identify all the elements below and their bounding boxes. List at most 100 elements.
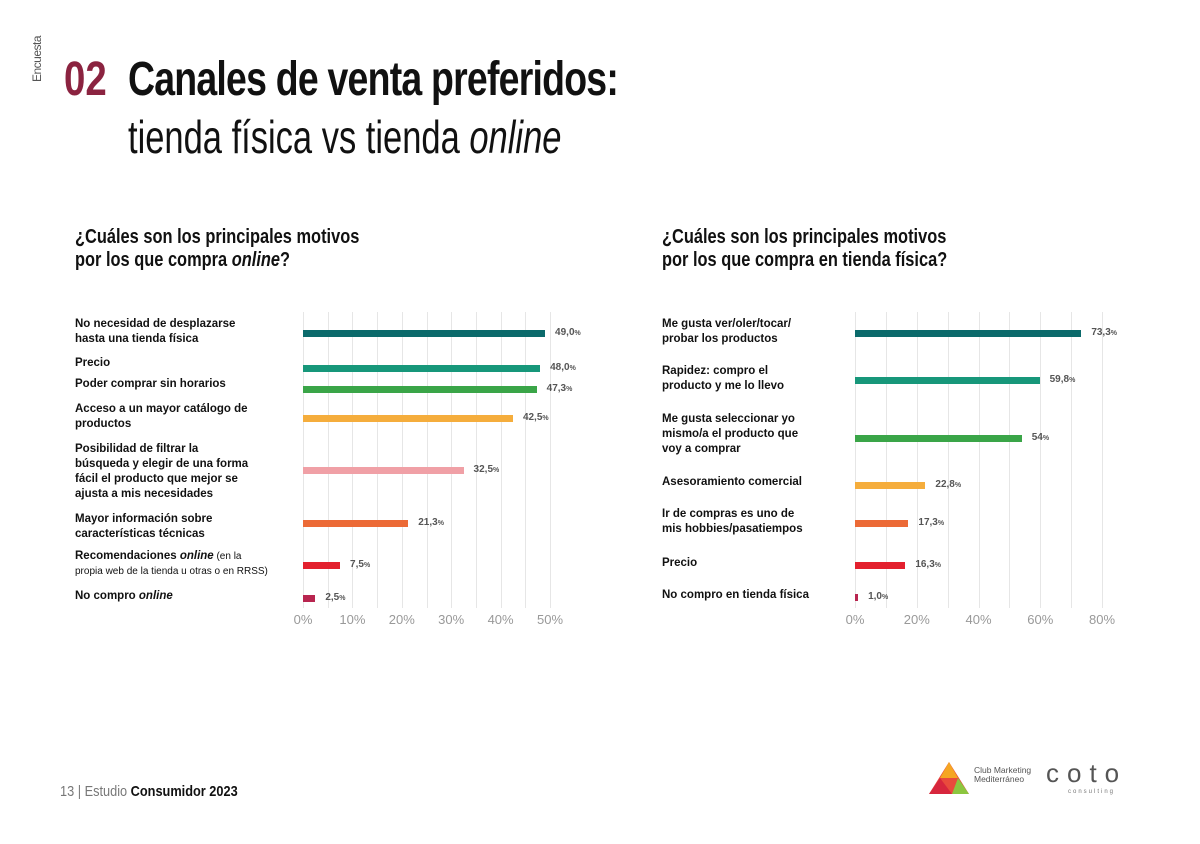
category-label-line: características técnicas bbox=[75, 527, 212, 542]
data-label-value: 21,3 bbox=[418, 517, 438, 528]
category-label: Acceso a un mayor catálogo de productos bbox=[75, 402, 248, 432]
category-label: Rapidez: compro el producto y me lo llevo bbox=[662, 364, 784, 394]
triangle-logo-icon bbox=[929, 762, 969, 794]
x-tick-label: 10% bbox=[339, 612, 366, 627]
category-label: No necesidad de desplazarse hasta una tie… bbox=[75, 317, 235, 347]
category-label-line: Me gusta ver/oler/tocar/ bbox=[662, 317, 791, 332]
data-label-value: 42,5 bbox=[522, 412, 543, 423]
category-label: Precio bbox=[662, 556, 697, 571]
category-label-text: No compro en tienda física bbox=[662, 589, 809, 601]
category-label-line: No necesidad de desplazarse bbox=[75, 317, 235, 332]
category-label-text: características técnicas bbox=[75, 528, 205, 540]
category-label-text: hasta una tienda física bbox=[75, 333, 199, 345]
subtitle-text: tienda física vs tienda bbox=[128, 111, 470, 163]
category-label-line: fácil el producto que mejor se bbox=[75, 472, 248, 487]
x-tick-label: 20% bbox=[388, 612, 415, 627]
category-label: Recomendaciones online (en la propia web … bbox=[75, 549, 268, 579]
data-label-unit: % bbox=[574, 330, 581, 337]
category-label-text: mis hobbies/pasatiempos bbox=[662, 523, 803, 535]
club-logo-text: Club Marketing Mediterráneo bbox=[974, 765, 1032, 784]
category-label-line: Precio bbox=[75, 356, 110, 371]
data-label-unit: % bbox=[937, 520, 945, 527]
bar bbox=[303, 595, 316, 602]
data-label-unit: % bbox=[1042, 435, 1050, 442]
category-label-text: No necesidad de desplazarse bbox=[75, 318, 236, 330]
x-tick-label: 50% bbox=[536, 612, 564, 627]
section-number: 02 bbox=[64, 53, 107, 106]
bar bbox=[303, 386, 537, 393]
gridline bbox=[1040, 312, 1042, 608]
category-label: Posibilidad de filtrar la búsqueda y eleg… bbox=[75, 442, 248, 502]
data-label: 21,3% bbox=[418, 517, 444, 528]
category-label-line: hasta una tienda física bbox=[75, 332, 235, 347]
chart-title-line2: por los que compra en tienda física? bbox=[662, 249, 948, 271]
data-label: 16,3% bbox=[915, 559, 941, 570]
data-label-value: 17,3 bbox=[918, 517, 938, 528]
category-label-line: Ir de compras es uno de bbox=[662, 507, 803, 522]
category-label-text: probar los productos bbox=[662, 333, 778, 345]
gridline bbox=[352, 312, 354, 608]
gridline bbox=[550, 312, 551, 608]
category-label-line: Rapidez: compro el bbox=[662, 364, 784, 379]
data-label-unit: % bbox=[566, 386, 573, 393]
category-label: Mayor información sobre características t… bbox=[75, 512, 212, 542]
bar bbox=[303, 520, 409, 527]
category-label: No compro online bbox=[75, 589, 173, 604]
data-label-unit: % bbox=[1110, 330, 1118, 337]
data-label-value: 54 bbox=[1031, 432, 1043, 443]
category-label: Asesoramiento comercial bbox=[662, 475, 802, 490]
data-label: 22,8% bbox=[935, 479, 961, 490]
category-label-text: ajusta a mis necesidades bbox=[75, 488, 214, 500]
category-label-text: Rapidez: compro el bbox=[662, 365, 769, 377]
category-label-text: Asesoramiento comercial bbox=[662, 476, 802, 488]
category-label-text: Ir de compras es uno de bbox=[662, 508, 795, 520]
chart-title-store: ¿Cuáles son los principales motivos por l… bbox=[662, 226, 947, 272]
survey-tag: Encuesta bbox=[30, 35, 44, 82]
gridline bbox=[525, 312, 527, 608]
bar bbox=[855, 435, 1022, 442]
chart-title-part: ? bbox=[280, 249, 291, 271]
chart-title-line1: ¿Cuáles son los principales motivos bbox=[662, 226, 947, 248]
data-label: 59,8% bbox=[1050, 374, 1076, 385]
category-label: Ir de compras es uno de mis hobbies/pasat… bbox=[662, 507, 803, 537]
category-label-text: Me gusta seleccionar yo bbox=[662, 413, 795, 425]
data-label-unit: % bbox=[1069, 377, 1076, 384]
data-label-value: 49,0 bbox=[555, 327, 575, 338]
gridline bbox=[303, 312, 304, 608]
subtitle-italic: online bbox=[469, 111, 562, 163]
data-label: 73,3% bbox=[1091, 327, 1117, 338]
category-label-line: mis hobbies/pasatiempos bbox=[662, 522, 803, 537]
data-label: 47,3% bbox=[547, 383, 573, 394]
gridline bbox=[855, 312, 856, 608]
data-label: 17,3% bbox=[918, 517, 944, 528]
gridline bbox=[401, 312, 403, 608]
coto-logo: coto bbox=[1046, 758, 1128, 788]
category-label: Me gusta seleccionar yo mismo/a el produc… bbox=[662, 412, 798, 457]
bar bbox=[855, 594, 859, 601]
data-label: 32,5% bbox=[474, 464, 500, 475]
category-label-line: voy a comprar bbox=[662, 442, 798, 457]
footer: 13 | Estudio Consumidor 2023 bbox=[60, 783, 238, 800]
category-label: No compro en tienda física bbox=[662, 588, 809, 603]
category-label-italic: online bbox=[138, 590, 173, 602]
bar bbox=[303, 330, 546, 337]
data-label-value: 16,3 bbox=[915, 559, 935, 570]
category-label-line: Mayor información sobre bbox=[75, 512, 212, 527]
data-label-unit: % bbox=[493, 467, 500, 474]
data-label-unit: % bbox=[569, 365, 576, 372]
gridline bbox=[978, 312, 980, 608]
footer-study: Estudio bbox=[84, 783, 128, 800]
category-label-text: Precio bbox=[75, 357, 111, 369]
category-label-text: productos bbox=[75, 418, 132, 430]
category-label-note: (en la bbox=[213, 551, 242, 562]
category-label-line: mismo/a el producto que bbox=[662, 427, 798, 442]
x-tick-label: 0% bbox=[293, 612, 313, 627]
category-label-text: búsqueda y elegir de una forma bbox=[75, 458, 249, 470]
data-label-unit: % bbox=[363, 562, 371, 569]
category-label-text: fácil el producto que mejor se bbox=[75, 473, 238, 485]
category-label-text: Poder comprar sin horarios bbox=[75, 378, 226, 390]
data-label-value: 2,5 bbox=[325, 592, 340, 603]
x-tick-label: 30% bbox=[438, 612, 465, 627]
gridline bbox=[426, 312, 428, 608]
